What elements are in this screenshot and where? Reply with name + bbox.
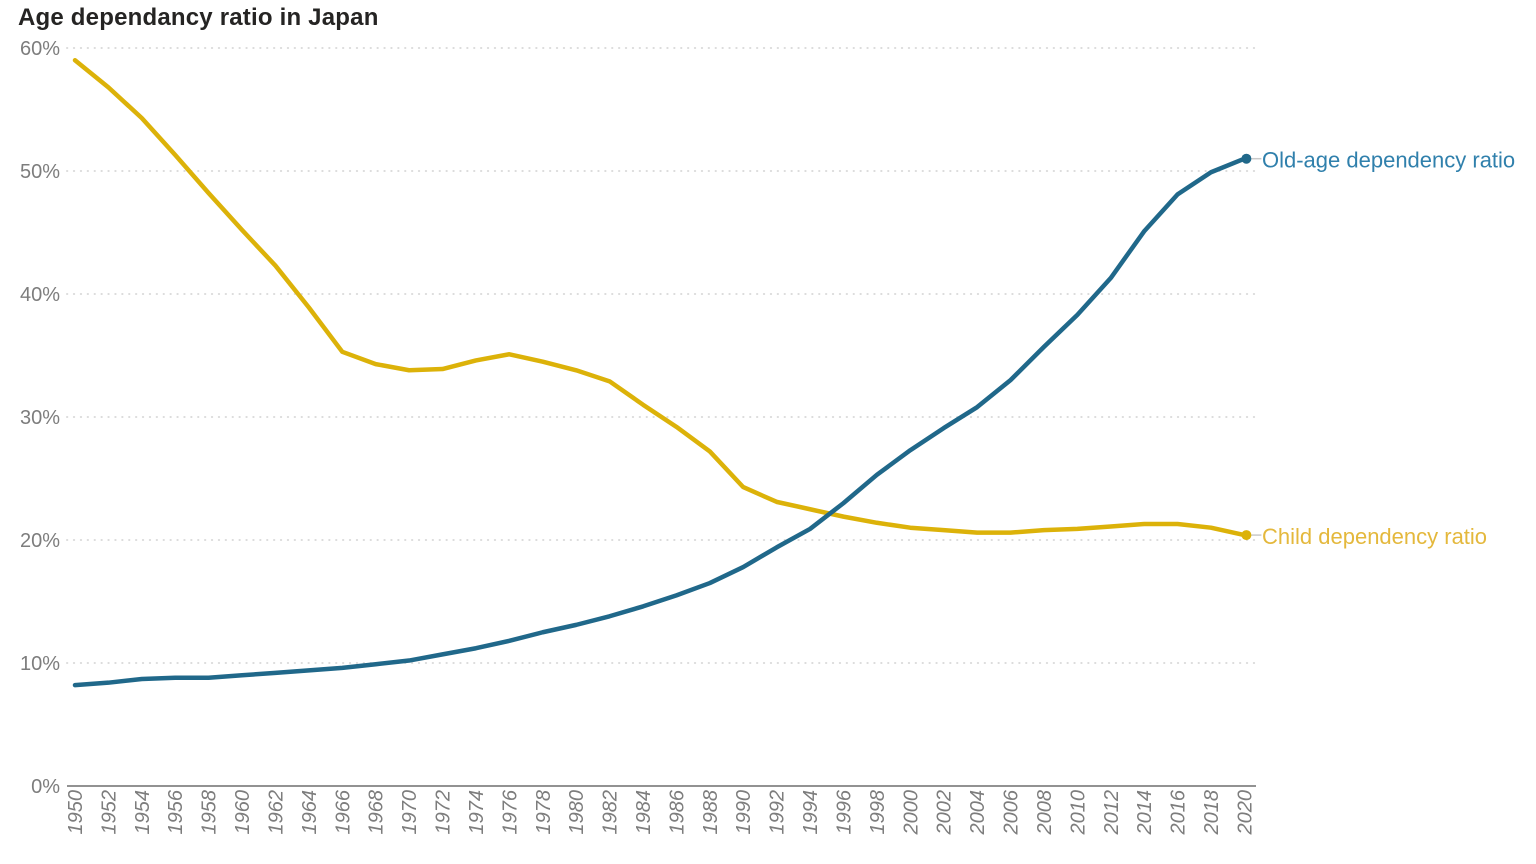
x-axis-label: 2002	[934, 790, 956, 836]
series-end-dot-old-age-dependency-ratio[interactable]	[1241, 153, 1252, 164]
y-axis-label: 30%	[20, 407, 60, 429]
y-axis-label: 40%	[20, 284, 60, 306]
x-axis-label: 2006	[1001, 789, 1023, 835]
x-axis-label: 1952	[98, 790, 120, 835]
x-axis-label: 1980	[566, 790, 588, 835]
x-axis-label: 2008	[1034, 790, 1056, 836]
y-axis-label: 0%	[31, 776, 60, 798]
x-axis-label: 1958	[199, 790, 221, 835]
series-line-old-age-dependency-ratio[interactable]	[72, 156, 1247, 688]
x-axis-label: 1960	[232, 790, 254, 835]
series-line-child-dependency-ratio[interactable]	[72, 58, 1247, 538]
x-axis-label: 1976	[499, 789, 521, 834]
x-axis-label: 2012	[1101, 790, 1123, 836]
x-axis-label: 1968	[366, 790, 388, 835]
x-axis-label: 1956	[165, 789, 187, 834]
x-axis-label: 2018	[1201, 790, 1223, 836]
x-axis-label: 1954	[132, 790, 154, 835]
x-axis-label: 2000	[900, 790, 922, 836]
x-axis-label: 1970	[399, 790, 421, 835]
chart-title: Age dependancy ratio in Japan	[18, 4, 379, 31]
x-axis-label: 1962	[265, 790, 287, 835]
series-end-label-old-age-dependency-ratio: Old-age dependency ratio	[1262, 148, 1515, 173]
x-axis-label: 1964	[299, 790, 321, 835]
x-axis-label: 1974	[466, 790, 488, 835]
x-axis-label: 1982	[600, 790, 622, 835]
x-axis-label: 1978	[533, 790, 555, 835]
y-axis-label: 60%	[20, 38, 60, 60]
y-axis-label: 10%	[20, 653, 60, 675]
x-axis-label: 1950	[65, 790, 87, 835]
x-axis-label: 1994	[800, 790, 822, 835]
y-axis-label: 50%	[20, 161, 60, 183]
x-axis-label: 1990	[733, 790, 755, 835]
x-axis-label: 2020	[1234, 790, 1256, 836]
x-axis-label: 2016	[1168, 789, 1190, 835]
x-axis-label: 1992	[767, 790, 789, 835]
series-end-label-child-dependency-ratio: Child dependency ratio	[1262, 524, 1487, 549]
x-axis-label: 1996	[833, 789, 855, 834]
x-axis-label: 1966	[332, 789, 354, 834]
series-end-dot-child-dependency-ratio[interactable]	[1241, 530, 1252, 541]
x-axis-label: 2004	[967, 790, 989, 836]
x-axis-label: 1972	[433, 790, 455, 835]
x-axis-label: 2010	[1067, 790, 1089, 836]
x-axis-label: 1984	[633, 790, 655, 835]
y-axis-label: 20%	[20, 530, 60, 552]
x-axis-label: 1988	[700, 790, 722, 835]
x-axis-label: 2014	[1134, 790, 1156, 836]
x-axis-label: 1998	[867, 790, 889, 835]
x-axis-label: 1986	[666, 789, 688, 834]
